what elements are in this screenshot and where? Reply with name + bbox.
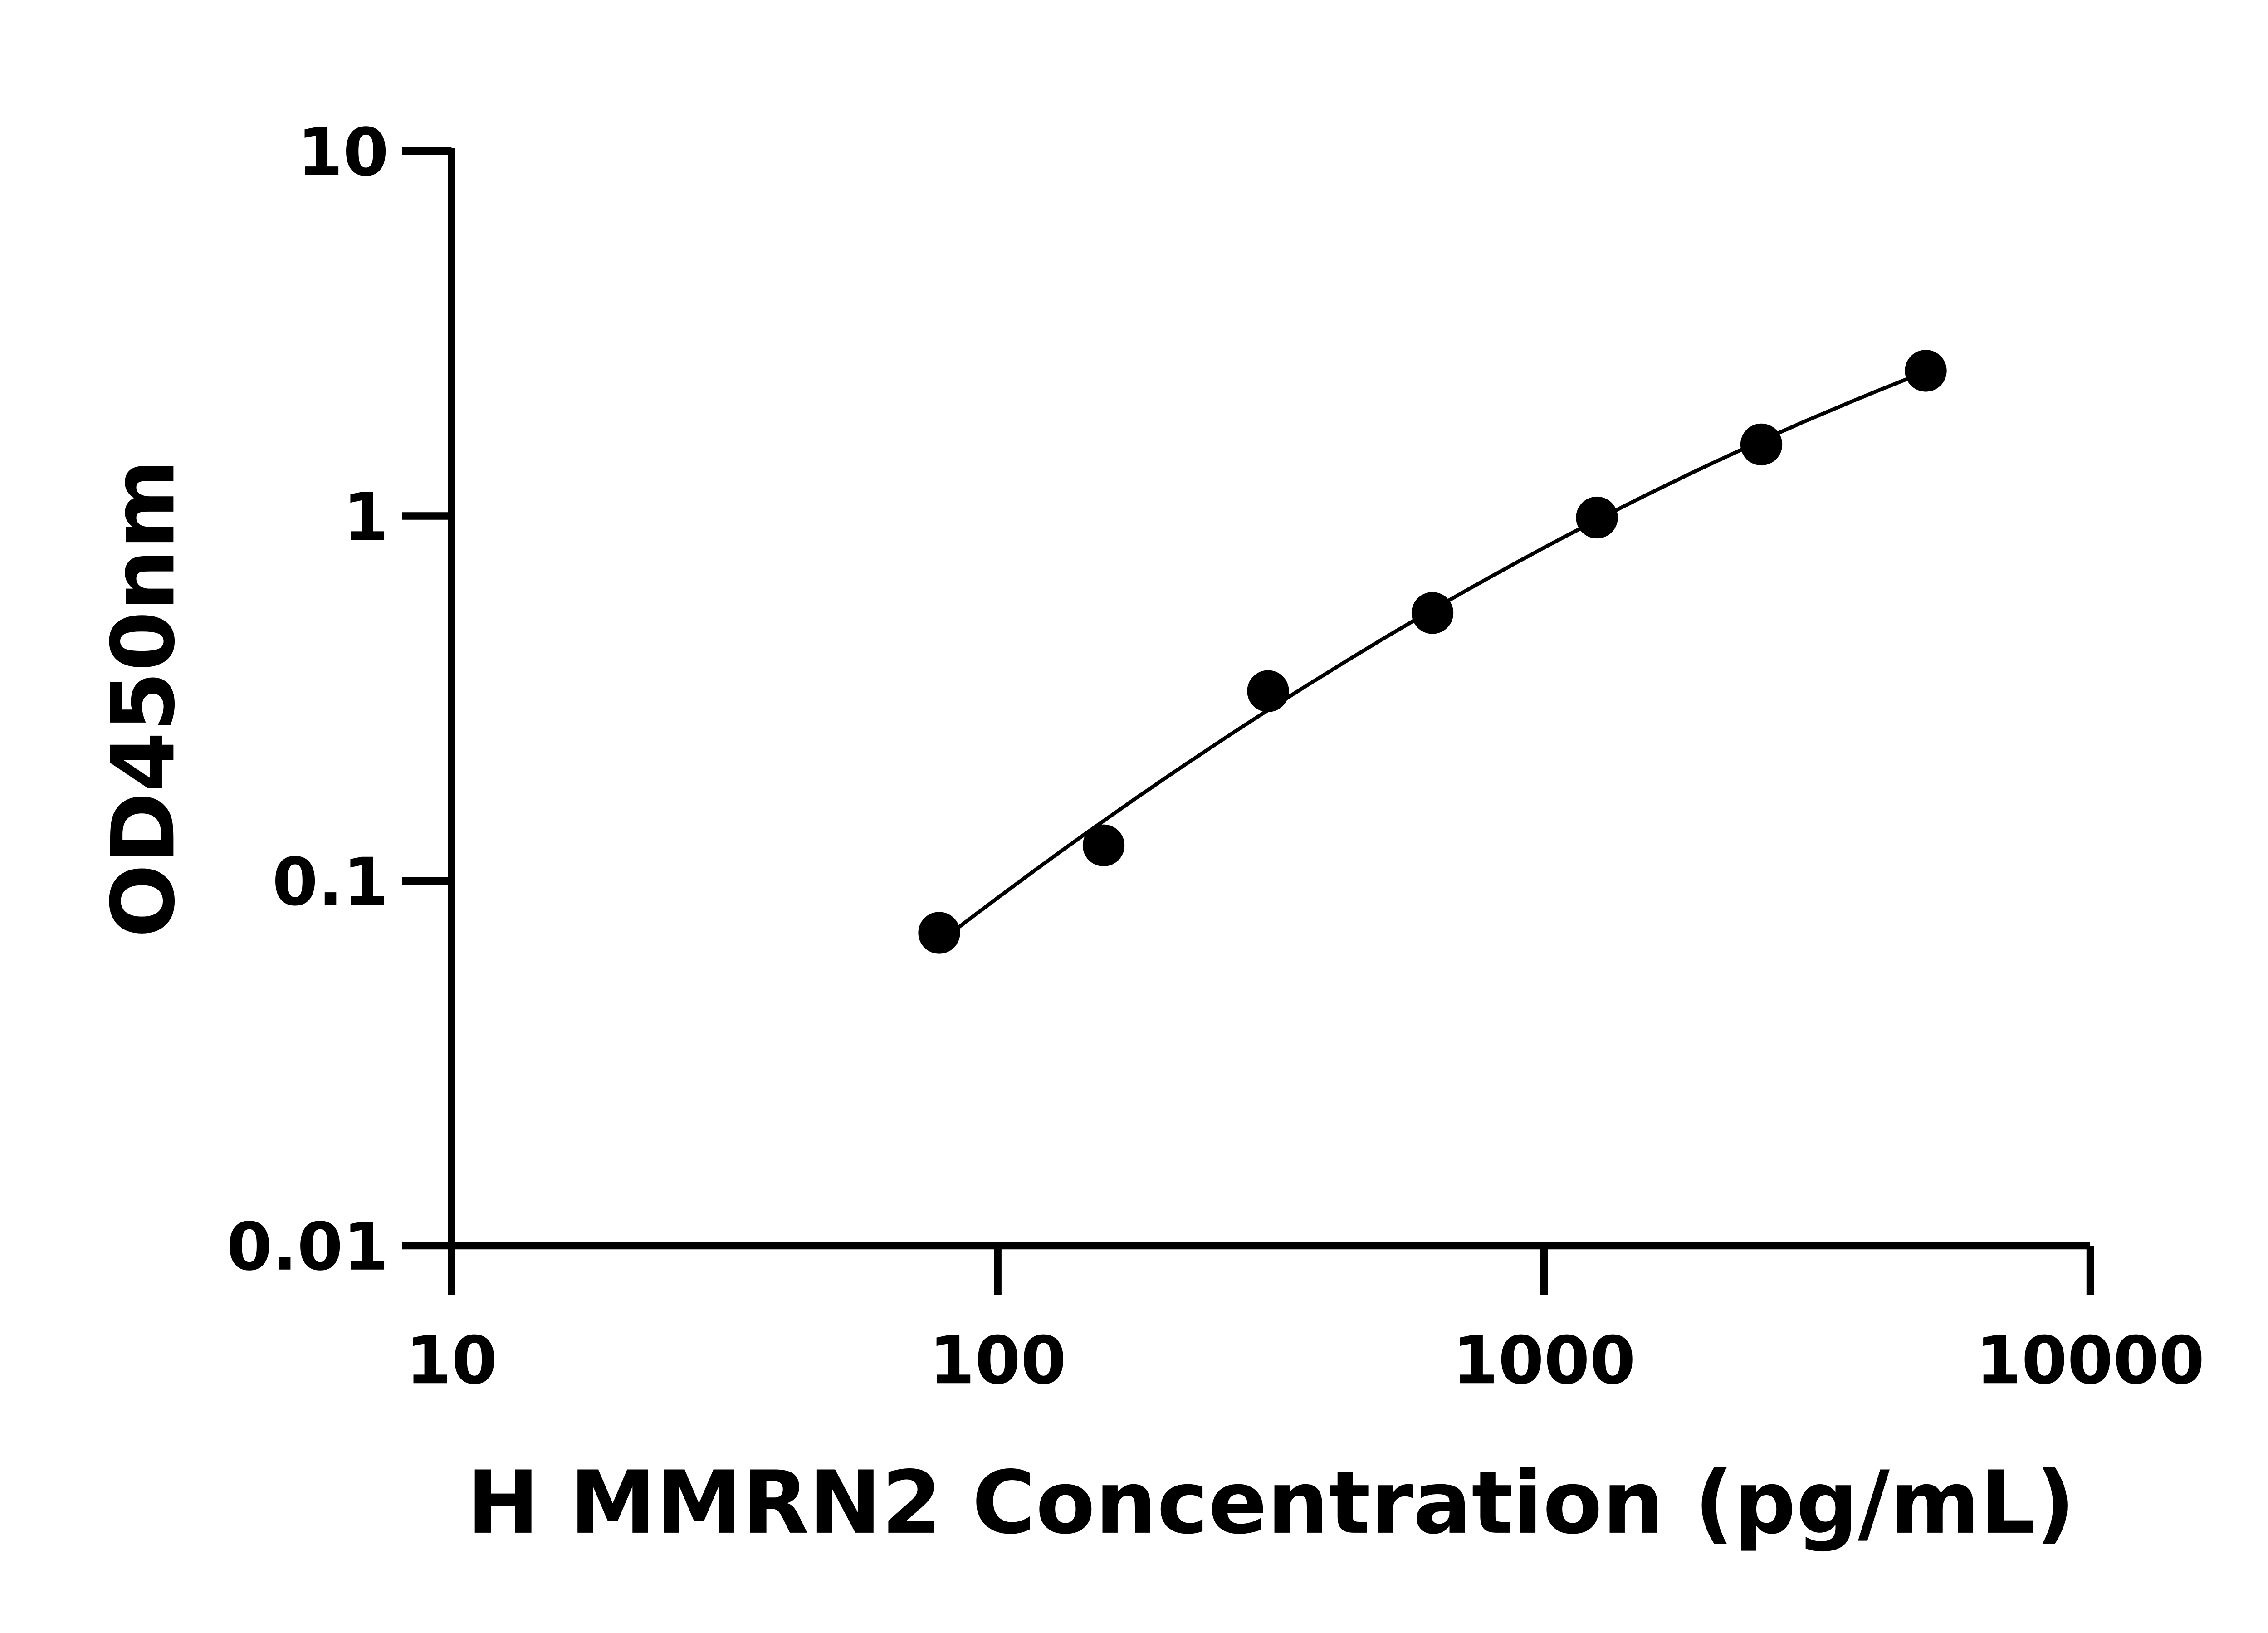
data-point: [1740, 423, 1783, 466]
y-tick-label: 1: [343, 479, 389, 556]
data-point: [1082, 824, 1125, 866]
y-tick-label: 0.1: [272, 844, 389, 920]
x-tick-label: 100: [929, 1322, 1066, 1399]
y-tick-label: 0.01: [226, 1209, 389, 1286]
y-tick-label: 10: [297, 114, 389, 191]
data-point: [918, 912, 960, 954]
data-point: [1576, 496, 1618, 539]
y-axis-label: OD450nm: [93, 459, 194, 938]
x-tick-label: 10: [406, 1322, 498, 1399]
x-tick-label: 10000: [1976, 1322, 2205, 1399]
data-point: [1411, 592, 1454, 634]
data-point: [1247, 670, 1289, 712]
x-tick-label: 1000: [1452, 1322, 1636, 1399]
axes: 10 100 1000 10000 0.01 0.1 1 10: [226, 114, 2204, 1399]
x-axis-label: H MMRN2 Concentration (pg/mL): [467, 1453, 2075, 1554]
data-points: [918, 350, 1947, 954]
data-point: [1905, 350, 1947, 392]
